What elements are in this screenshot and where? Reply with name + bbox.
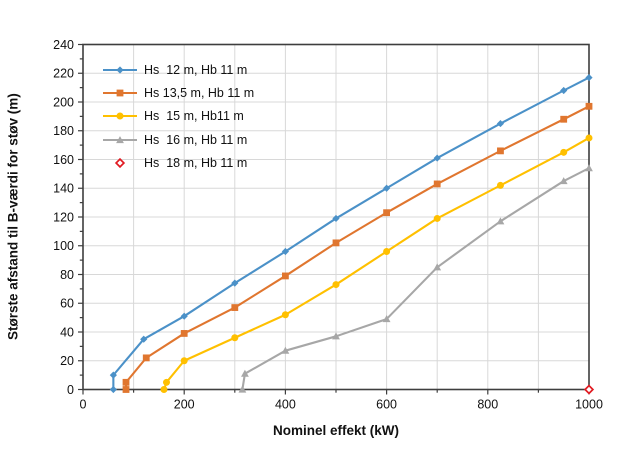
data-point-marker xyxy=(122,386,130,393)
y-tick-label: 120 xyxy=(53,210,74,224)
x-tick-label: 600 xyxy=(376,398,397,412)
x-tick-label: 400 xyxy=(275,398,296,412)
y-axis-title: Største afstand til B-værdi for støv (m) xyxy=(5,93,21,341)
x-tick-label: 200 xyxy=(174,398,195,412)
data-point-marker xyxy=(281,247,289,256)
legend-marker-square xyxy=(103,89,137,97)
y-tick-label: 100 xyxy=(53,239,74,253)
data-point-marker xyxy=(560,115,568,123)
data-point-marker xyxy=(496,217,505,225)
data-point-marker xyxy=(140,335,148,343)
legend-item: Hs 15 m, Hb11 m xyxy=(103,105,254,128)
legend-item: Hs 16 m, Hb 11 m xyxy=(103,128,254,151)
legend-marker-diamond xyxy=(103,66,137,74)
data-point-marker xyxy=(433,154,441,162)
legend-marker-circle xyxy=(103,112,137,120)
data-point-marker xyxy=(382,315,391,323)
data-point-marker xyxy=(281,311,289,319)
data-point-marker xyxy=(585,102,593,110)
data-point-marker xyxy=(383,209,390,217)
y-tick-label: 60 xyxy=(60,297,74,311)
data-point-marker xyxy=(496,119,505,128)
data-point-marker xyxy=(585,73,593,82)
data-point-marker xyxy=(332,214,340,223)
data-point-marker xyxy=(560,148,568,156)
legend-item: Hs 13,5 m, Hb 11 m xyxy=(103,81,254,104)
data-point-marker xyxy=(433,180,441,188)
x-tick-label: 1000 xyxy=(575,398,603,412)
legend-label: Hs 16 m, Hb 11 m xyxy=(144,132,248,147)
data-point-marker xyxy=(496,181,504,189)
data-point-marker xyxy=(282,272,289,280)
data-point-marker xyxy=(560,86,568,95)
data-point-marker xyxy=(122,378,130,386)
data-point-marker xyxy=(231,304,239,311)
y-tick-label: 20 xyxy=(60,354,74,368)
data-point-marker xyxy=(142,354,150,362)
data-point-marker xyxy=(383,248,391,255)
data-point-marker xyxy=(231,279,239,287)
y-tick-label: 180 xyxy=(53,124,74,138)
data-point-marker xyxy=(109,371,117,379)
y-tick-label: 40 xyxy=(60,325,74,339)
legend-marker-open-diamond xyxy=(114,158,126,169)
legend-label: Hs 18 m, Hb 11 m xyxy=(144,156,248,171)
y-tick-label: 200 xyxy=(53,95,74,109)
y-tick-label: 0 xyxy=(67,383,74,397)
legend-label: Hs 12 m, Hb 11 m xyxy=(144,62,248,77)
y-tick-label: 140 xyxy=(53,182,74,196)
y-tick-label: 160 xyxy=(53,153,74,167)
data-point-marker xyxy=(238,385,247,393)
x-axis-title: Nominel effekt (kW) xyxy=(272,423,399,438)
data-point-marker xyxy=(332,239,340,247)
data-point-marker xyxy=(231,334,239,342)
data-point-marker xyxy=(433,263,442,271)
data-point-marker xyxy=(180,312,188,320)
data-point-marker xyxy=(160,386,168,393)
data-point-marker xyxy=(281,346,290,354)
data-point-marker xyxy=(109,385,117,394)
legend-label: Hs 13,5 m, Hb 11 m xyxy=(144,86,255,101)
data-point-marker xyxy=(585,134,593,142)
x-tick-label: 0 xyxy=(80,398,87,412)
y-tick-label: 220 xyxy=(53,67,74,81)
x-tick-label: 800 xyxy=(477,398,498,412)
data-point-marker xyxy=(332,281,340,289)
data-point-marker xyxy=(180,357,188,365)
legend-marker-triangle xyxy=(103,135,137,143)
y-tick-label: 240 xyxy=(53,38,74,52)
data-point-marker xyxy=(585,164,593,172)
data-point-marker xyxy=(433,214,441,222)
y-tick-label: 80 xyxy=(60,268,74,282)
series-line xyxy=(124,105,591,391)
data-point-marker xyxy=(559,177,568,185)
legend-item: Hs 12 m, Hb 11 m xyxy=(103,58,254,81)
series-line xyxy=(162,136,591,391)
data-point-marker xyxy=(497,147,504,155)
series-line xyxy=(241,167,591,391)
legend-label: Hs 15 m, Hb11 m xyxy=(144,109,244,124)
data-point-marker xyxy=(241,369,249,377)
data-point-marker xyxy=(583,384,595,395)
legend-item: Hs 18 m, Hb 11 m xyxy=(103,152,254,175)
legend: Hs 12 m, Hb 11 m Hs 13,5 m, Hb 11 m Hs 15 … xyxy=(103,58,254,175)
data-point-marker xyxy=(332,332,340,340)
data-point-marker xyxy=(383,184,391,192)
series-line xyxy=(112,76,591,391)
data-point-marker xyxy=(180,330,188,337)
data-point-marker xyxy=(162,378,170,386)
